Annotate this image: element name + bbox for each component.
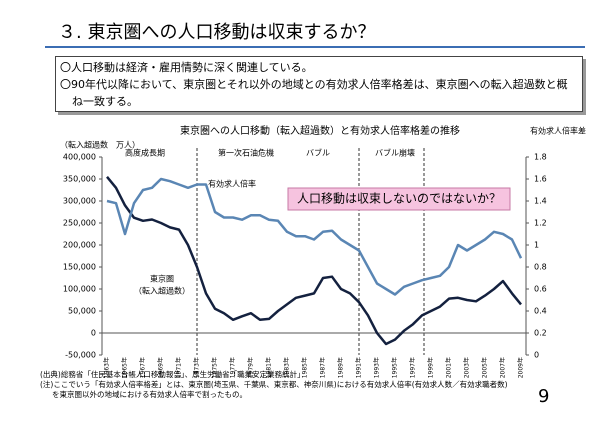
y2-tick-label: 0.8 (534, 263, 547, 272)
footnote: (出典)総務省「住民基本台帳人口移動報告」、厚生労働省「職業安定業務統計」 (40, 370, 305, 379)
y2-tick-label: 1 (534, 241, 539, 250)
annotation: バブル崩壊 (375, 148, 415, 158)
y2-tick-label: 0.2 (534, 329, 547, 338)
x-tick-label: 2001年 (445, 357, 453, 378)
y2-tick-label: 0.6 (534, 285, 547, 294)
annotation: （転入超過数） (134, 286, 190, 296)
chart-title: 東京圏への人口移動（転入超過数）と有効求人倍率格差の推移 (180, 124, 460, 137)
y-tick-label: 350,000 (63, 175, 96, 184)
footnotes: (出典)総務省「住民基本台帳人口移動報告」、厚生労働省「職業安定業務統計」 (注… (40, 370, 508, 400)
title-rule (45, 46, 585, 48)
slide-title: ３. 東京圏への人口移動は収束するか？ (58, 22, 376, 43)
callout-box (287, 187, 511, 211)
x-tick-label: 1963年 (103, 357, 111, 378)
y-tick-label: -50,000 (65, 351, 96, 360)
bullet-box: 〇人口移動は経済・雇用情勢に深く関連している。 〇90年代以降において、東京圏と… (55, 56, 583, 112)
x-tick-label: 2005年 (481, 357, 489, 378)
y-tick-label: 300,000 (63, 197, 96, 206)
x-tick-label: 1975年 (211, 357, 219, 378)
x-tick-label: 1965年 (121, 357, 129, 378)
x-tick-label: 1979年 (247, 357, 255, 378)
x-tick-label: 1985年 (301, 357, 309, 378)
y2-tick-label: 1.6 (534, 175, 547, 184)
y-tick-label: 100,000 (63, 285, 96, 294)
y-tick-label: 150,000 (63, 263, 96, 272)
x-tick-label: 1971年 (175, 357, 183, 378)
x-tick-label: 1973年 (193, 357, 201, 378)
x-tick-label: 1987年 (319, 357, 327, 378)
footnote: (注)ここでいう「有効求人倍率格差」とは、東京圏(埼玉県、千葉県、東京都、神奈川… (40, 380, 508, 389)
y2-tick-label: 1.4 (534, 197, 547, 206)
y-tick-label: 250,000 (63, 219, 96, 228)
annotation: 高度成長期 (125, 148, 165, 158)
series-line (106, 176, 522, 346)
x-tick-label: 1981年 (265, 357, 273, 378)
annotation: バブル (306, 148, 330, 158)
annotation: 有効求人倍率 (208, 179, 256, 189)
bullet: 〇人口移動は経済・雇用情勢に深く関連している。 (60, 61, 313, 74)
annotation: 東京圏 (150, 274, 174, 284)
x-tick-label: 1993年 (373, 357, 381, 378)
x-tick-label: 2003年 (463, 357, 471, 378)
x-tick-label: 2009年 (517, 357, 525, 378)
y-tick-label: 50,000 (68, 307, 96, 316)
footnote: を東京圏以外の地域における有効求人倍率で割ったもの。 (52, 390, 247, 399)
y-tick-label: 200,000 (63, 241, 96, 250)
x-tick-label: 1991年 (355, 357, 363, 378)
y2-tick-label: 1.8 (534, 153, 547, 162)
x-tick-label: 1999年 (427, 357, 435, 378)
x-tick-label: 1989年 (337, 357, 345, 378)
annotation: 人口移動は収束しないのではないか？ (297, 192, 501, 206)
y-tick-label: 0 (91, 329, 96, 338)
y2-tick-label: 0.4 (534, 307, 547, 316)
x-tick-label: 1967年 (139, 357, 147, 378)
x-tick-label: 1997年 (409, 357, 417, 378)
y2-axis-title: 有効求人倍率差 (530, 126, 586, 136)
x-tick-label: 1983年 (283, 357, 291, 378)
x-tick-label: 1995年 (391, 357, 399, 378)
y-tick-label: 400,000 (63, 153, 96, 162)
page-number: 9 (538, 386, 550, 407)
y2-tick-label: 0 (534, 351, 539, 360)
x-tick-label: 1977年 (229, 357, 237, 378)
y2-tick-label: 1.2 (534, 219, 547, 228)
bullet: 〇90年代以降において、東京圏とそれ以外の地域との有効求人倍率格差は、東京圏への… (60, 78, 568, 108)
x-tick-label: 2007年 (499, 357, 507, 378)
series-line (106, 177, 523, 296)
annotation: 第一次石油危機 (218, 148, 274, 158)
y-axis-title: （転入超過数 万人） (60, 140, 140, 150)
x-tick-label: 1969年 (157, 357, 165, 378)
